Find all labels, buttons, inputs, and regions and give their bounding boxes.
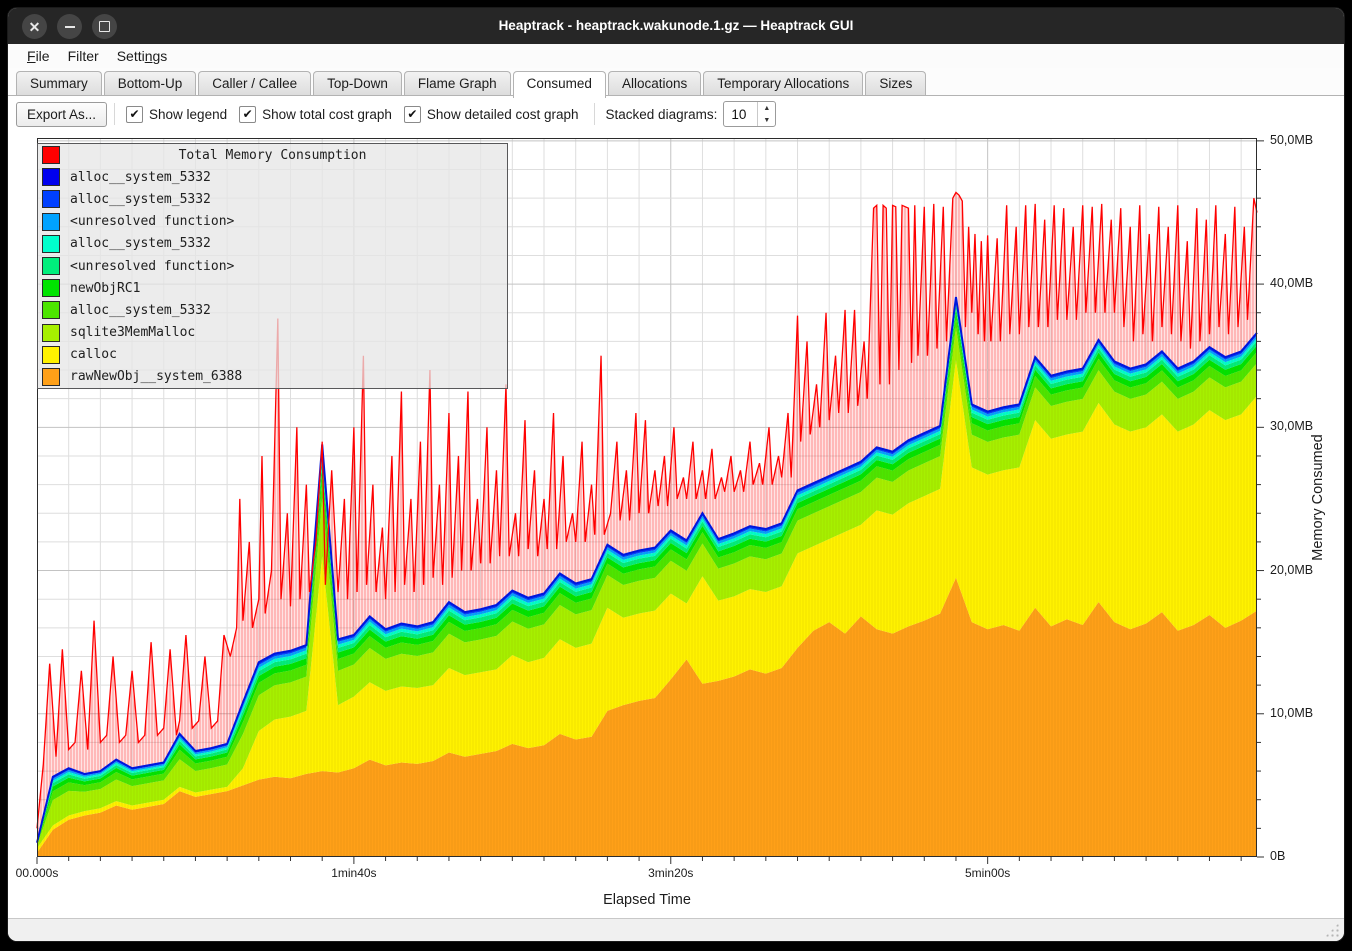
- legend-item: rawNewObj__system_6388: [38, 366, 507, 388]
- tab-allocations[interactable]: Allocations: [607, 71, 702, 96]
- maximize-icon: [99, 21, 110, 32]
- tab-consumed[interactable]: Consumed: [512, 71, 606, 98]
- legend-item: newObjRC1: [38, 277, 507, 299]
- title-bar: ✕ Heaptrack - heaptrack.wakunode.1.gz — …: [8, 8, 1344, 44]
- y-axis-title: Memory Consumed: [1310, 434, 1326, 561]
- tab-top-down[interactable]: Top-Down: [313, 71, 402, 96]
- legend-item: alloc__system_5332: [38, 233, 507, 255]
- close-button[interactable]: ✕: [22, 14, 47, 39]
- tab-flame-graph[interactable]: Flame Graph: [403, 71, 511, 96]
- menu-item-file[interactable]: File: [27, 48, 50, 64]
- spin-up-button[interactable]: ▲: [763, 104, 771, 112]
- legend-item: sqlite3MemMalloc: [38, 322, 507, 344]
- tab-summary[interactable]: Summary: [16, 71, 102, 96]
- stacked-diagrams-label: Stacked diagrams:: [605, 106, 718, 122]
- toolbar: Export As... ✔ Show legend ✔ Show total cos…: [8, 96, 1344, 132]
- status-bar: [8, 918, 1344, 941]
- legend-item: alloc__system_5332: [38, 299, 507, 321]
- checkbox-show-legend[interactable]: ✔ Show legend: [126, 105, 228, 123]
- legend-swatch: [42, 279, 60, 298]
- legend-swatch: [42, 323, 60, 342]
- menu-item-settings[interactable]: Settings: [116, 48, 168, 64]
- legend-label: newObjRC1: [70, 280, 141, 296]
- legend-label: <unresolved function>: [70, 214, 235, 230]
- legend-label: alloc__system_5332: [70, 302, 211, 318]
- legend-swatch: [42, 234, 60, 253]
- minimize-button[interactable]: [57, 14, 82, 39]
- stacked-diagrams-spinbox[interactable]: 10 ▲ ▼: [723, 101, 777, 127]
- stacked-top-line: [36, 296, 1258, 843]
- stack-hatch-overlay: [37, 296, 1257, 857]
- maximize-button[interactable]: [92, 14, 117, 39]
- checkbox-box[interactable]: ✔: [126, 105, 144, 123]
- checkbox-label: Show detailed cost graph: [426, 106, 579, 122]
- legend-label: alloc__system_5332: [70, 191, 211, 207]
- chart-canvas[interactable]: [36, 138, 1264, 864]
- legend-title-row: Total Memory Consumption: [38, 144, 507, 166]
- tab-baseline: [8, 95, 1344, 96]
- resize-grip-icon[interactable]: [1324, 922, 1340, 938]
- legend-item: alloc__system_5332: [38, 188, 507, 210]
- legend-swatch: [42, 367, 60, 386]
- minimize-icon: [64, 25, 75, 28]
- chart-legend: Total Memory Consumption alloc__system_53…: [37, 143, 508, 389]
- tab-caller-callee[interactable]: Caller / Callee: [198, 71, 312, 96]
- legend-swatch: [42, 212, 60, 231]
- legend-swatch: [42, 146, 60, 165]
- total-consumption-area: [37, 192, 1257, 843]
- legend-label: rawNewObj__system_6388: [70, 369, 243, 385]
- tab-bottom-up[interactable]: Bottom-Up: [103, 71, 197, 96]
- checkbox-label: Show total cost graph: [262, 106, 392, 122]
- legend-label: calloc: [70, 347, 117, 363]
- legend-item: <unresolved function>: [38, 255, 507, 277]
- y-tick-label: 40,0MB: [1270, 276, 1314, 291]
- checkbox-box[interactable]: ✔: [239, 105, 257, 123]
- y-tick-label: 10,0MB: [1270, 705, 1314, 720]
- export-as-button[interactable]: Export As...: [16, 101, 108, 127]
- stacked-diagrams-value[interactable]: 10: [731, 106, 747, 122]
- x-tick-label: 3min20s: [648, 866, 694, 880]
- checkbox-show-total-cost-graph[interactable]: ✔ Show total cost graph: [239, 105, 392, 123]
- consumed-chart: Total Memory Consumption alloc__system_53…: [8, 132, 1344, 918]
- window-title: Heaptrack - heaptrack.wakunode.1.gz — He…: [498, 18, 854, 33]
- legend-label: Total Memory Consumption: [178, 147, 367, 163]
- checkbox-show-detailed-cost-graph[interactable]: ✔ Show detailed cost graph: [403, 105, 579, 123]
- checkbox-box[interactable]: ✔: [403, 105, 421, 123]
- legend-label: <unresolved function>: [70, 258, 235, 274]
- menu-item-filter[interactable]: Filter: [67, 48, 99, 64]
- tab-sizes[interactable]: Sizes: [865, 71, 927, 96]
- y-tick-label: 50,0MB: [1270, 132, 1314, 147]
- spin-down-button[interactable]: ▼: [763, 116, 771, 124]
- y-tick-label: 0B: [1270, 849, 1286, 863]
- y-tick-label: 30,0MB: [1270, 419, 1314, 434]
- legend-item: <unresolved function>: [38, 211, 507, 233]
- x-axis-title: Elapsed Time: [603, 892, 691, 908]
- tab-bar: Summary Bottom-Up Caller / Callee Top-Down F…: [8, 68, 1344, 98]
- plot-frame: [37, 138, 1257, 857]
- legend-item: calloc: [38, 344, 507, 366]
- toolbar-separator: [114, 103, 116, 125]
- app-window: ✕ Heaptrack - heaptrack.wakunode.1.gz — …: [8, 8, 1344, 941]
- legend-label: alloc__system_5332: [70, 169, 211, 185]
- legend-swatch: [42, 301, 60, 320]
- y-tick-label: 20,0MB: [1270, 562, 1314, 577]
- close-icon: ✕: [28, 18, 41, 35]
- tab-temporary-allocations[interactable]: Temporary Allocations: [703, 71, 864, 96]
- legend-swatch: [42, 190, 60, 209]
- legend-swatch: [42, 168, 60, 187]
- menu-bar: File Filter Settings: [8, 44, 1344, 68]
- legend-swatch: [42, 257, 60, 276]
- x-tick-label: 1min40s: [331, 866, 377, 880]
- total-consumption-line: [36, 191, 1258, 829]
- checkbox-label: Show legend: [149, 106, 228, 122]
- legend-label: alloc__system_5332: [70, 236, 211, 252]
- legend-swatch: [42, 345, 60, 364]
- x-tick-label: 5min00s: [964, 866, 1011, 880]
- legend-label: sqlite3MemMalloc: [70, 325, 196, 341]
- toolbar-separator: [593, 103, 595, 125]
- x-tick-label: 00.000s: [15, 866, 59, 880]
- legend-item: alloc__system_5332: [38, 166, 507, 188]
